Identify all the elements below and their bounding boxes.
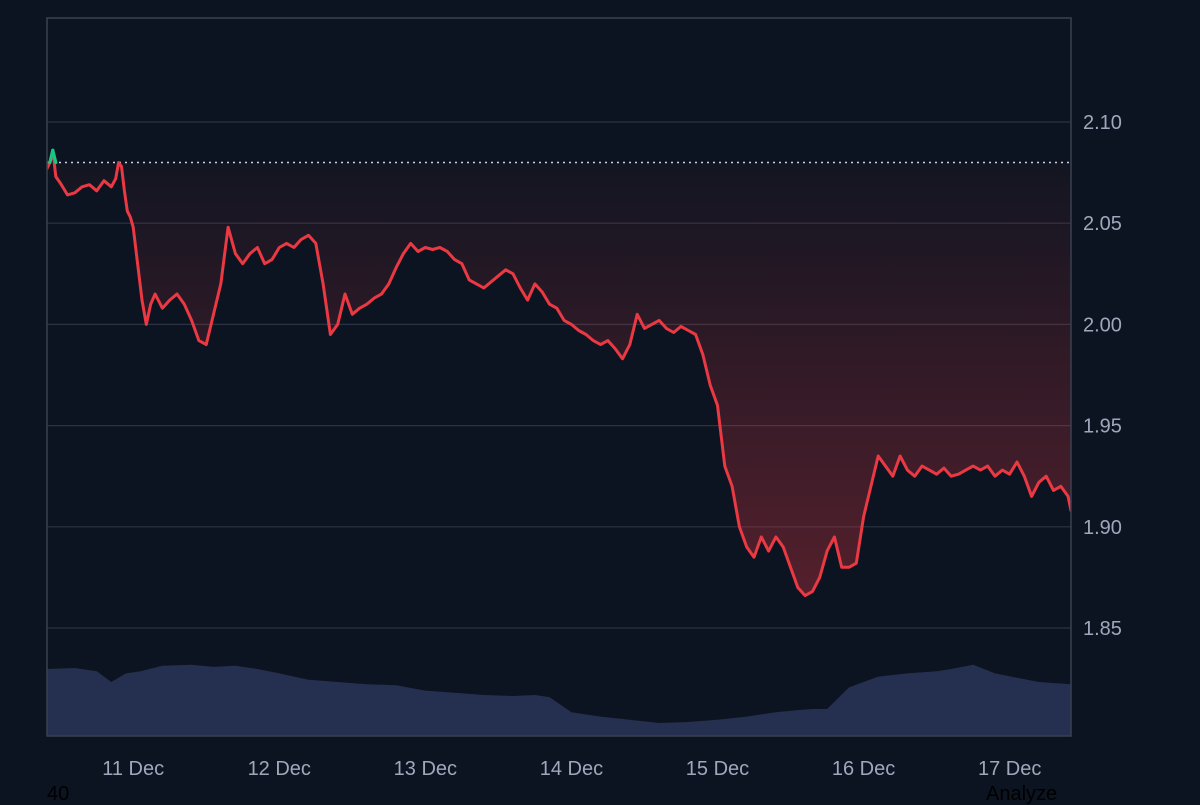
x-tick-label: 11 Dec: [102, 758, 164, 780]
price-area-fill: [47, 150, 1071, 596]
price-line: [47, 148, 1071, 598]
price-area-layer: [47, 150, 1071, 596]
volume-layer: [47, 664, 1071, 736]
y-tick-label: 1.95: [1083, 416, 1122, 438]
x-axis-ticks: 11 Dec 12 Dec 13 Dec 14 Dec 15 Dec 16 Dec 17 D…: [102, 758, 1041, 780]
price-line-layer[interactable]: [47, 148, 1071, 598]
y-tick-label: 1.85: [1083, 618, 1122, 640]
x-tick-label: 17 Dec: [978, 758, 1041, 780]
plot-frame: [46, 17, 1072, 737]
chart-axes: [46, 17, 1072, 737]
x-tick-label: 13 Dec: [394, 758, 457, 780]
y-axis-ticks: 2.10 2.05 2.00 1.95 1.90 1.85: [1083, 112, 1122, 640]
price-line-above-reference: [51, 148, 58, 165]
x-tick-label: 15 Dec: [686, 758, 749, 780]
x-tick-label: 12 Dec: [248, 758, 311, 780]
y-tick-label: 2.10: [1083, 112, 1122, 134]
footer-left-label: 40: [47, 783, 70, 805]
y-tick-label: 1.90: [1083, 517, 1122, 539]
volume-area: [47, 664, 1071, 736]
x-tick-label: 16 Dec: [832, 758, 895, 780]
y-tick-label: 2.00: [1083, 314, 1122, 336]
x-tick-label: 14 Dec: [540, 758, 603, 780]
analyze-link[interactable]: Analyze: [986, 783, 1058, 805]
y-tick-label: 2.05: [1083, 213, 1122, 235]
